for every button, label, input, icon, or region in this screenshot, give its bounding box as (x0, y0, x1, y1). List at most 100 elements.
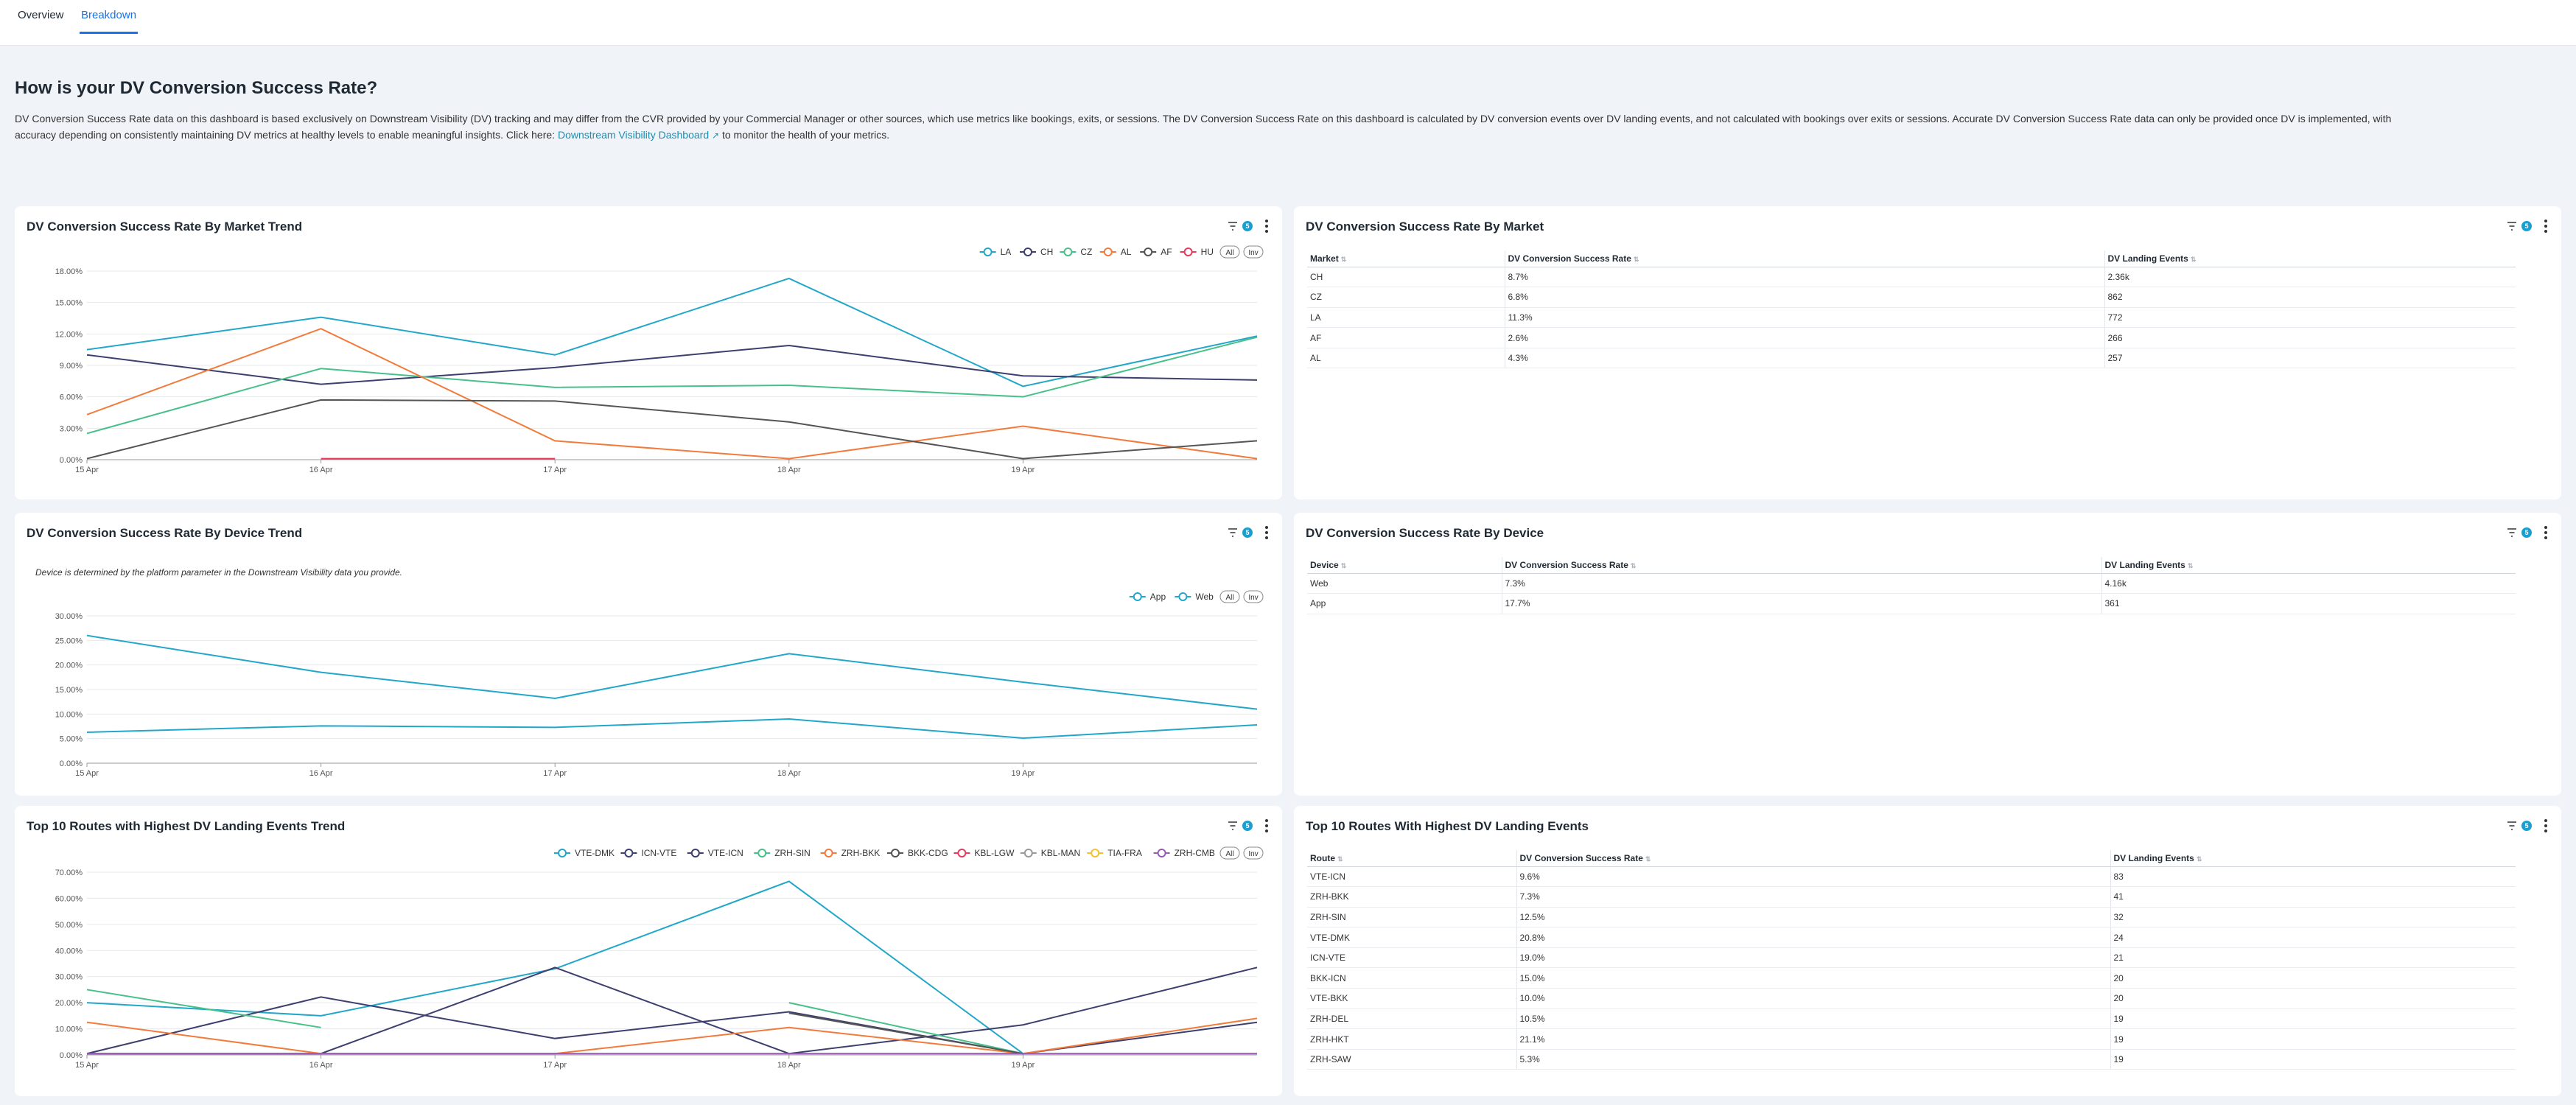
legend-item-kbl-man[interactable]: KBL-MAN (1020, 848, 1080, 858)
column-header[interactable]: DV Conversion Success Rate ⇅ (1516, 850, 2111, 867)
y-tick-label: 30.00% (55, 612, 83, 621)
legend-item-zrh-cmb[interactable]: ZRH-CMB (1153, 848, 1215, 858)
legend-all-button[interactable]: All (1219, 846, 1240, 860)
legend-inv-button[interactable]: Inv (1243, 245, 1264, 259)
filter-icon (1228, 222, 1237, 231)
more-options-icon[interactable] (2542, 220, 2549, 233)
legend-all-button[interactable]: All (1219, 245, 1240, 259)
legend-item-vte-dmk[interactable]: VTE-DMK (554, 848, 615, 858)
filter-button[interactable]: 5 (1228, 821, 1253, 831)
column-header-label: DV Landing Events (2104, 559, 2185, 570)
legend-label: HU (1201, 247, 1214, 257)
legend-item-vte-icn[interactable]: VTE-ICN (687, 848, 743, 858)
column-header[interactable]: DV Conversion Success Rate ⇅ (1502, 557, 2102, 574)
table-cell: 19.0% (1516, 947, 2111, 969)
series-line-ch (86, 344, 1258, 385)
more-options-icon[interactable] (1263, 220, 1270, 233)
table-cell: 10.5% (1516, 1008, 2111, 1030)
table-cell: VTE-ICN (1307, 866, 1517, 888)
legend-button-label: Inv (1248, 850, 1258, 858)
page-title: How is your DV Conversion Success Rate? (15, 78, 378, 98)
legend-marker-icon (1091, 849, 1100, 857)
more-options-icon[interactable] (1263, 819, 1270, 832)
legend-label: CZ (1080, 247, 1092, 257)
sort-icon: ⇅ (1340, 255, 1347, 263)
series-line-la (86, 277, 1258, 387)
column-header[interactable]: DV Landing Events ⇅ (2101, 557, 2516, 574)
filter-count-badge: 5 (2521, 221, 2532, 231)
page-header: How is your DV Conversion Success Rate? … (15, 78, 2549, 144)
table-cell: 4.16k (2101, 573, 2516, 594)
legend-item-zrh-sin[interactable]: ZRH-SIN (754, 848, 811, 858)
filter-button[interactable]: 5 (2507, 821, 2532, 831)
legend-all-button[interactable]: All (1219, 590, 1240, 603)
table-cell: 19 (2110, 1008, 2516, 1030)
card-controls: 5 (2507, 220, 2549, 233)
column-header[interactable]: DV Landing Events ⇅ (2110, 850, 2516, 867)
legend-item-hu[interactable]: HU (1180, 247, 1214, 257)
legend-inv-button[interactable]: Inv (1243, 590, 1264, 603)
legend-item-ch[interactable]: CH (1020, 247, 1053, 257)
legend-item-tia-fra[interactable]: TIA-FRA (1087, 848, 1142, 858)
column-header-label: DV Conversion Success Rate (1519, 852, 1643, 863)
column-header[interactable]: DV Landing Events ⇅ (2104, 250, 2516, 267)
column-header[interactable]: Device ⇅ (1307, 557, 1502, 574)
filter-button[interactable]: 5 (1228, 221, 1253, 231)
legend-item-bkk-cdg[interactable]: BKK-CDG (887, 848, 948, 858)
legend-marker-icon (1103, 248, 1113, 256)
legend-item-web[interactable]: Web (1175, 592, 1214, 602)
table-cell: 361 (2101, 593, 2516, 614)
legend-item-kbl-lgw[interactable]: KBL-LGW (953, 848, 1015, 858)
legend-item-zrh-bkk[interactable]: ZRH-BKK (820, 848, 881, 858)
legend-label: Web (1195, 592, 1214, 602)
y-tick-label: 18.00% (55, 267, 83, 276)
column-header[interactable]: DV Conversion Success Rate ⇅ (1505, 250, 2105, 267)
series-line-af (86, 399, 1258, 460)
table-row: VTE-ICN 9.6% 83 (1307, 866, 2516, 888)
legend-label: ZRH-SIN (774, 848, 811, 858)
routes-trend-chart: 0.00% 10.00% 20.00% 30.00% 40.00% 50.00% 60.00… (55, 846, 1264, 1070)
legend-marker-icon (1023, 248, 1032, 256)
more-options-icon[interactable] (1263, 526, 1270, 539)
dv-dashboard-link-text: Downstream Visibility Dashboard (557, 129, 710, 141)
more-options-icon[interactable] (2542, 526, 2549, 539)
x-tick-label: 18 Apr (777, 1061, 801, 1070)
dv-dashboard-link[interactable]: Downstream Visibility Dashboard ↗ (558, 129, 719, 141)
legend-item-app[interactable]: App (1129, 592, 1166, 602)
series-line-al (86, 328, 1258, 460)
legend-item-icn-vte[interactable]: ICN-VTE (620, 848, 676, 858)
legend-marker-icon (957, 849, 967, 857)
legend-label: VTE-DMK (575, 848, 615, 858)
y-tick-label: 9.00% (60, 362, 83, 371)
tab-overview[interactable]: Overview (18, 9, 64, 21)
table-cell: ZRH-BKK (1307, 886, 1517, 908)
legend-item-af[interactable]: AF (1140, 247, 1172, 257)
table-cell: 2.6% (1505, 327, 2105, 348)
x-tick-label: 17 Apr (543, 1061, 567, 1070)
filter-button[interactable]: 5 (2507, 221, 2532, 231)
filter-button[interactable]: 5 (2507, 527, 2532, 538)
legend-label: KBL-LGW (974, 848, 1015, 858)
y-tick-label: 40.00% (55, 947, 83, 955)
x-tick-label: 16 Apr (309, 1061, 333, 1070)
tab-breakdown[interactable]: Breakdown (80, 9, 139, 34)
legend-item-al[interactable]: AL (1099, 247, 1132, 257)
table-row: Web 7.3% 4.16k (1307, 573, 2516, 594)
legend-item-cz[interactable]: CZ (1060, 247, 1092, 257)
filter-icon (1228, 528, 1237, 537)
table-cell: 11.3% (1505, 307, 2105, 329)
series-line-vte-dmk (86, 880, 1023, 1055)
x-tick-label: 18 Apr (777, 466, 801, 474)
more-options-icon[interactable] (2542, 819, 2549, 832)
series-line-cz (86, 336, 1258, 435)
filter-button[interactable]: 5 (1228, 527, 1253, 538)
column-header[interactable]: Route ⇅ (1307, 850, 1517, 867)
table-row: VTE-BKK 10.0% 20 (1307, 988, 2516, 1009)
y-tick-label: 10.00% (55, 710, 83, 719)
routes-trend-card: Top 10 Routes with Highest DV Landing Ev… (15, 806, 1282, 1096)
legend-inv-button[interactable]: Inv (1243, 846, 1264, 860)
card-controls: 5 (2507, 526, 2549, 539)
column-header[interactable]: Market ⇅ (1307, 250, 1505, 267)
card-controls: 5 (1228, 220, 1270, 233)
legend-item-la[interactable]: LA (979, 247, 1012, 257)
